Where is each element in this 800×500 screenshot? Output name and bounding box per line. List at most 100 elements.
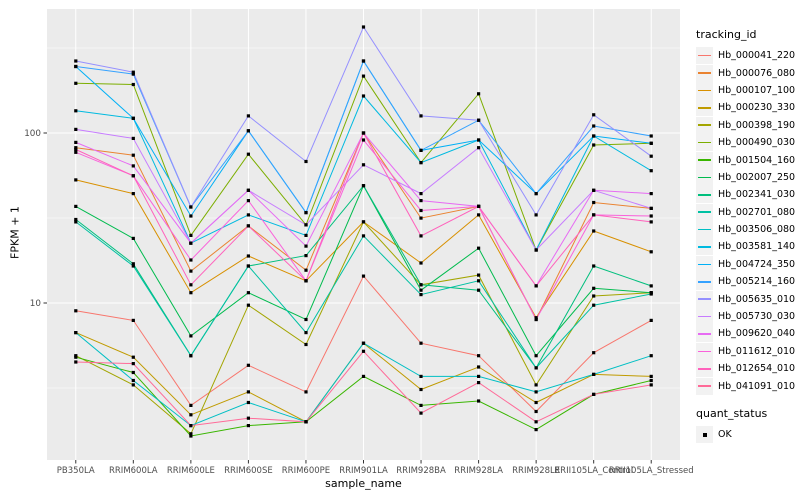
data-point (419, 216, 423, 220)
legend-key (696, 342, 713, 360)
legend-label: Hb_000041_220 (718, 50, 796, 62)
data-point (477, 288, 481, 292)
data-point (534, 383, 538, 387)
data-point (592, 286, 596, 290)
data-point (131, 70, 135, 74)
data-point (304, 211, 308, 215)
data-point (477, 146, 481, 150)
color-legend-title: tracking_id (696, 28, 757, 41)
data-point (361, 220, 366, 224)
data-point (534, 192, 538, 196)
legend-item: Hb_002701_080 (696, 203, 800, 221)
data-point (74, 204, 78, 208)
data-point (592, 264, 596, 268)
data-point (361, 25, 366, 29)
data-point (304, 159, 308, 164)
legend-item: Hb_000490_030 (696, 134, 800, 152)
data-point (74, 178, 78, 182)
data-point (304, 254, 308, 258)
data-point (592, 213, 596, 217)
legend-key (696, 116, 713, 134)
data-point (592, 351, 596, 355)
legend-item: Hb_003506_080 (696, 221, 800, 239)
data-point (131, 318, 135, 322)
data-point (534, 390, 538, 394)
data-point (592, 134, 596, 138)
data-point (304, 420, 308, 424)
data-point (477, 213, 481, 217)
data-point (304, 331, 308, 335)
data-point (419, 374, 423, 378)
data-point (419, 411, 423, 415)
data-point (477, 92, 481, 96)
data-point (419, 114, 423, 118)
data-point (477, 381, 481, 385)
data-point (131, 164, 135, 168)
data-point (649, 154, 653, 158)
legend-key (696, 99, 713, 117)
x-axis-title: sample_name (325, 477, 402, 490)
legend-item: Hb_000076_080 (696, 64, 800, 82)
data-point (304, 223, 308, 227)
data-point (74, 147, 78, 152)
data-point (592, 372, 596, 376)
data-point (131, 116, 135, 120)
data-point (74, 127, 78, 131)
data-point (361, 234, 366, 238)
legend-key (696, 64, 713, 82)
data-point (304, 268, 308, 272)
legend-item: Hb_003581_140 (696, 238, 800, 256)
data-point (419, 161, 423, 165)
data-point (649, 214, 653, 218)
legend-key-line-icon (698, 367, 711, 370)
data-point (246, 390, 250, 394)
data-point (592, 113, 596, 117)
legend-key-line-icon (698, 333, 711, 335)
data-point (419, 288, 423, 292)
data-point (649, 374, 653, 378)
data-point (189, 241, 193, 245)
data-point (649, 250, 653, 254)
data-point (419, 387, 423, 392)
data-point (419, 293, 423, 297)
legend-item: Hb_000107_100 (696, 81, 800, 99)
data-point (361, 94, 366, 98)
legend-key-line-icon (698, 280, 711, 283)
data-point (74, 309, 78, 313)
shape-legend-items: OK (696, 426, 800, 443)
legend-item: Hb_005730_030 (696, 308, 800, 326)
data-point (419, 403, 423, 407)
data-point (246, 264, 250, 268)
data-point (649, 192, 653, 196)
legend-key-line-icon (698, 350, 711, 353)
legend-key (696, 377, 713, 395)
color-legend-items: Hb_000041_220 Hb_000076_080 Hb_000107_100 H… (696, 47, 800, 395)
legend-key-line-icon (698, 176, 711, 179)
data-point (74, 217, 78, 222)
legend-label: Hb_041091_010 (718, 380, 796, 392)
x-tick-label: RRIM928LE (512, 466, 560, 476)
legend-key-line-icon (698, 385, 711, 387)
legend-key-line-icon (698, 298, 711, 300)
legend-label: Hb_000490_030 (718, 137, 796, 149)
data-point (304, 390, 308, 394)
x-tick-label: RRIM928BA (396, 466, 446, 476)
data-point (74, 355, 78, 359)
data-point (189, 233, 193, 237)
data-point (592, 200, 596, 205)
data-point (649, 284, 653, 288)
data-point (361, 163, 366, 167)
legend-key (696, 151, 713, 169)
data-point (477, 374, 481, 378)
legend-item: Hb_000398_190 (696, 116, 800, 134)
legend-label: Hb_005730_030 (718, 311, 796, 323)
data-point (419, 341, 423, 345)
data-point (189, 205, 193, 209)
legend-key-line-icon (698, 159, 711, 161)
legend-label: Hb_002701_080 (718, 206, 796, 218)
data-point (477, 118, 481, 122)
data-point (361, 74, 366, 78)
data-point (131, 153, 135, 157)
data-point (189, 283, 193, 287)
